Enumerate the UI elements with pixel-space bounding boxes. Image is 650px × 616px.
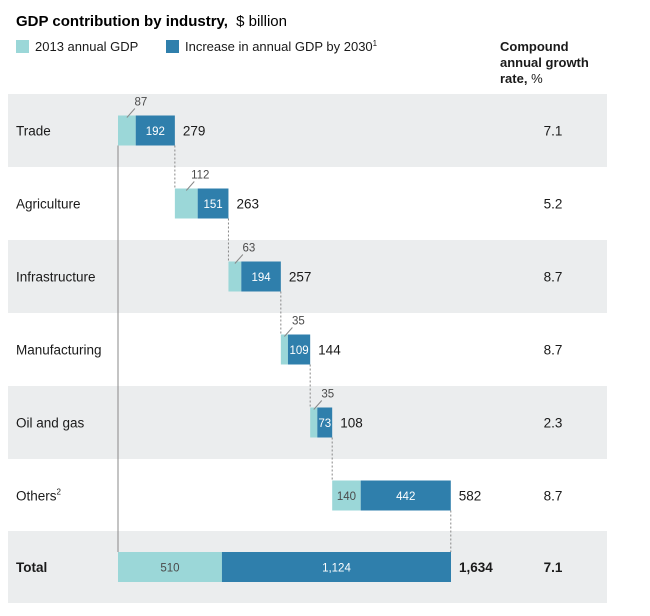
total-label: Total bbox=[16, 560, 47, 575]
rate-header-line: rate, % bbox=[500, 71, 543, 86]
growth-rate-value: 8.7 bbox=[544, 489, 563, 504]
category-label: Oil and gas bbox=[16, 416, 85, 431]
category-label: Trade bbox=[16, 124, 51, 139]
category-rows: Trade 87 192 279 7.1 Agriculture 112 151 263 5.2 I… bbox=[16, 97, 562, 511]
bar-base-label: 35 bbox=[321, 389, 334, 401]
category-label: Manufacturing bbox=[16, 343, 102, 358]
category-row: Infrastructure 63 194 257 8.7 bbox=[16, 243, 562, 292]
category-label: Others2 bbox=[16, 488, 62, 504]
row-band bbox=[8, 94, 607, 167]
label-leader bbox=[284, 327, 293, 337]
bar-increase bbox=[360, 480, 451, 511]
bar-total-label: 582 bbox=[459, 489, 482, 504]
growth-rate-value: 8.7 bbox=[544, 343, 563, 358]
label-leader bbox=[126, 108, 136, 118]
bar-total-label: 279 bbox=[183, 124, 206, 139]
bar-base bbox=[332, 480, 361, 511]
bar-total-label: 108 bbox=[340, 416, 363, 431]
bar-increase-label: 194 bbox=[251, 272, 271, 284]
total-bar-base bbox=[118, 552, 222, 582]
bar-increase bbox=[241, 261, 281, 292]
category-row: Manufacturing 35 109 144 8.7 bbox=[16, 316, 562, 365]
bar-base-label: 63 bbox=[242, 243, 255, 255]
chart-title: GDP contribution by industry, $ billion bbox=[16, 13, 287, 30]
total-base-label: 510 bbox=[160, 563, 179, 575]
bar-base bbox=[280, 334, 288, 365]
growth-rate-value: 8.7 bbox=[544, 270, 563, 285]
total-row: Total 510 1,124 1,634 7.1 bbox=[16, 552, 563, 582]
chart-header: GDP contribution by industry, $ billion … bbox=[16, 13, 589, 86]
legend-swatch-increase bbox=[166, 40, 179, 53]
bar-increase bbox=[317, 407, 333, 438]
legend: 2013 annual GDP Increase in annual GDP by… bbox=[16, 39, 378, 54]
rate-header-line: Compound bbox=[500, 39, 569, 54]
growth-rate-value: 2.3 bbox=[544, 416, 563, 431]
bar-increase-label: 442 bbox=[396, 491, 415, 503]
total-bar-increase bbox=[221, 552, 451, 582]
bar-increase bbox=[287, 334, 311, 365]
bar-base-label: 35 bbox=[292, 316, 305, 328]
row-band bbox=[8, 386, 607, 459]
growth-rate-value: 7.1 bbox=[544, 124, 563, 139]
chart-title-unit: $ billion bbox=[236, 13, 287, 30]
row-bands bbox=[8, 94, 607, 603]
bar-total-label: 144 bbox=[318, 343, 341, 358]
total-sum-label: 1,634 bbox=[459, 560, 493, 575]
legend-label-increase: Increase in annual GDP by 20301 bbox=[185, 39, 378, 54]
bar-increase-label: 73 bbox=[318, 418, 331, 430]
bar-increase bbox=[135, 115, 175, 146]
bar-increase-label: 151 bbox=[203, 199, 222, 211]
total-growth-rate: 7.1 bbox=[544, 560, 563, 575]
label-leader bbox=[185, 181, 195, 191]
category-label: Agriculture bbox=[16, 197, 81, 212]
bar-base bbox=[310, 407, 318, 438]
bar-base-label: 87 bbox=[134, 97, 147, 109]
category-row: Oil and gas 35 73 108 2.3 bbox=[16, 389, 562, 438]
category-row: Trade 87 192 279 7.1 bbox=[16, 97, 562, 146]
chart-title-main: GDP contribution by industry, bbox=[16, 13, 228, 30]
bar-base bbox=[118, 115, 136, 146]
growth-rate-value: 5.2 bbox=[544, 197, 563, 212]
category-row: Others2 140 442 582 8.7 bbox=[16, 480, 563, 511]
total-increase-label: 1,124 bbox=[322, 563, 351, 575]
connector-lines bbox=[117, 145, 452, 552]
bar-base bbox=[228, 261, 242, 292]
rate-header-line: annual growth bbox=[500, 55, 589, 70]
bar-increase-label: 109 bbox=[289, 345, 308, 357]
label-leader bbox=[234, 254, 244, 264]
bar-total-label: 263 bbox=[236, 197, 259, 212]
legend-swatch-base bbox=[16, 40, 29, 53]
bar-base-label: 112 bbox=[191, 170, 209, 182]
bar-increase bbox=[197, 188, 229, 219]
category-row: Agriculture 112 151 263 5.2 bbox=[16, 170, 562, 219]
bar-increase-label: 192 bbox=[146, 126, 165, 138]
bar-total-label: 257 bbox=[289, 270, 312, 285]
bar-base-label: 140 bbox=[337, 491, 356, 503]
label-leader bbox=[313, 400, 323, 410]
legend-label-base: 2013 annual GDP bbox=[35, 39, 138, 54]
category-label: Infrastructure bbox=[16, 270, 96, 285]
row-band bbox=[8, 240, 607, 313]
bar-base bbox=[174, 188, 198, 219]
